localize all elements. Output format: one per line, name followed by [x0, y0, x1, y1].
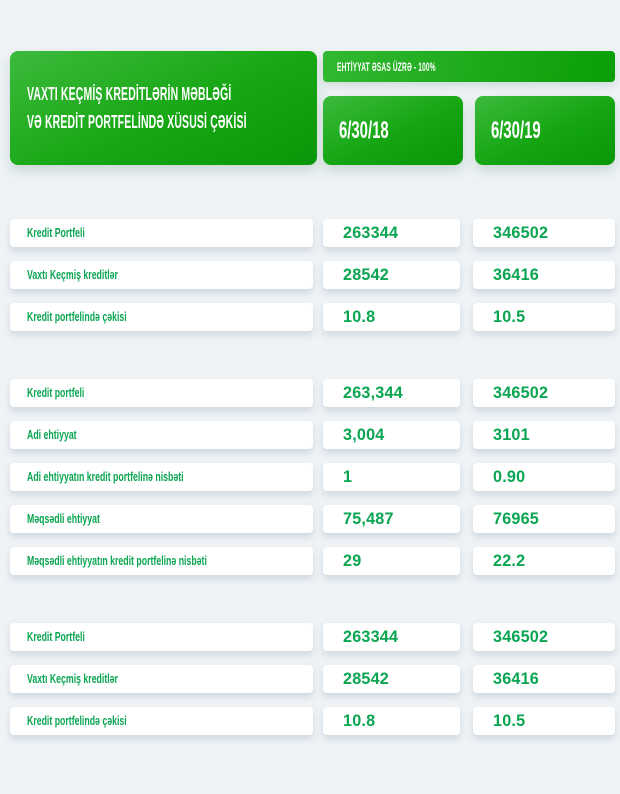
table-row: Məqsədli ehtiyyat 75,487 76965 [10, 505, 615, 533]
table-row: Kredit Portfeli 263344 346502 [10, 623, 615, 651]
metric-value-2019-card: 10.5 [473, 303, 615, 331]
metric-value-2018-card: 29 [323, 547, 460, 575]
metric-value-2018: 10.8 [343, 307, 376, 326]
metrics-group-2: Kredit portfeli 263,344 346502 Adi ehtiy… [10, 379, 615, 575]
column-header-2019-label: 6/30/19 [491, 116, 541, 144]
metric-value-2019-card: 346502 [473, 219, 615, 247]
metric-label-card: Vaxtı Keçmiş kreditlər [10, 261, 313, 289]
table-row: Vaxtı Keçmiş kreditlər 28542 36416 [10, 665, 615, 693]
metric-label: Kredit Portfeli [27, 226, 85, 240]
metric-value-2018-card: 263344 [323, 623, 460, 651]
metric-value-2019-card: 36416 [473, 261, 615, 289]
metric-value-2018-card: 10.8 [323, 707, 460, 735]
metric-label: Vaxtı Keçmiş kreditlər [27, 672, 118, 686]
column-header-2018: 6/30/18 [323, 96, 463, 165]
metric-value-2018: 28542 [343, 669, 389, 688]
metric-value-2018: 28542 [343, 265, 389, 284]
table-row: Kredit portfelində çəkisi 10.8 10.5 [10, 707, 615, 735]
table-row: Kredit Portfeli 263344 346502 [10, 219, 615, 247]
metric-value-2019-card: 22.2 [473, 547, 615, 575]
metric-label: Məqsədli ehtiyyatın kredit portfelinə ni… [27, 554, 207, 568]
page-title-line-2: VƏ KREDİT PORTFELİNDƏ XÜSUSİ ÇƏKİSİ [27, 112, 247, 132]
metric-label-card: Kredit portfelində çəkisi [10, 303, 313, 331]
metrics-group-3: Kredit Portfeli 263344 346502 Vaxtı Keçm… [10, 623, 615, 735]
metric-label: Adi ehtiyyatın kredit portfelinə nisbəti [27, 470, 184, 484]
metric-label: Kredit portfelində çəkisi [27, 310, 127, 324]
metric-value-2019: 10.5 [493, 307, 526, 326]
table-row: Vaxtı Keçmiş kreditlər 28542 36416 [10, 261, 615, 289]
report-header: VAXTI KEÇMİŞ KREDİTLƏRİN MƏBLƏĞİ VƏ KRED… [10, 51, 615, 165]
metric-value-2019-card: 76965 [473, 505, 615, 533]
metric-value-2018-card: 28542 [323, 665, 460, 693]
metric-label: Məqsədli ehtiyyat [27, 512, 100, 526]
metric-label: Kredit portfelində çəkisi [27, 714, 127, 728]
metric-label-card: Kredit Portfeli [10, 623, 313, 651]
metric-value-2019: 10.5 [493, 711, 526, 730]
metric-label: Adi ehtiyyat [27, 428, 77, 442]
metric-label: Vaxtı Keçmiş kreditlər [27, 268, 118, 282]
column-header-2018-label: 6/30/18 [339, 116, 389, 144]
metric-value-2019: 76965 [493, 509, 539, 528]
metric-value-2018-card: 1 [323, 463, 460, 491]
column-header-2019: 6/30/19 [475, 96, 615, 165]
metric-value-2018: 29 [343, 551, 362, 570]
metric-value-2018: 75,487 [343, 509, 394, 528]
page-title-line-1: VAXTI KEÇMİŞ KREDİTLƏRİN MƏBLƏĞİ [27, 84, 232, 104]
reserve-basis-badge-label: EHTİYYAT ƏSAS ÜZRƏ - 100% [337, 59, 436, 74]
header-right-column: EHTİYYAT ƏSAS ÜZRƏ - 100% 6/30/18 6/30/1… [323, 51, 615, 165]
metric-label-card: Kredit portfeli [10, 379, 313, 407]
metric-value-2018: 263344 [343, 223, 399, 242]
metric-value-2019: 346502 [493, 223, 549, 242]
metric-value-2018: 263344 [343, 627, 399, 646]
metric-label-card: Kredit Portfeli [10, 219, 313, 247]
metric-value-2018-card: 263,344 [323, 379, 460, 407]
table-row: Kredit portfelində çəkisi 10.8 10.5 [10, 303, 615, 331]
table-row: Kredit portfeli 263,344 346502 [10, 379, 615, 407]
metric-value-2019-card: 36416 [473, 665, 615, 693]
metric-value-2018-card: 263344 [323, 219, 460, 247]
metric-label-card: Vaxtı Keçmiş kreditlər [10, 665, 313, 693]
date-column-headers: 6/30/18 6/30/19 [323, 96, 615, 165]
metric-value-2019: 3101 [493, 425, 530, 444]
metric-value-2018-card: 75,487 [323, 505, 460, 533]
metric-label: Kredit portfeli [27, 386, 85, 400]
table-row: Məqsədli ehtiyyatın kredit portfelinə ni… [10, 547, 615, 575]
metric-value-2018-card: 10.8 [323, 303, 460, 331]
metric-label-card: Məqsədli ehtiyyat [10, 505, 313, 533]
metric-value-2019: 346502 [493, 627, 549, 646]
metric-value-2018-card: 3,004 [323, 421, 460, 449]
metric-value-2019: 0.90 [493, 467, 526, 486]
metric-value-2019-card: 346502 [473, 623, 615, 651]
table-row: Adi ehtiyyat 3,004 3101 [10, 421, 615, 449]
metric-value-2018-card: 28542 [323, 261, 460, 289]
metric-value-2019: 36416 [493, 669, 539, 688]
metric-label-card: Kredit portfelində çəkisi [10, 707, 313, 735]
metric-label: Kredit Portfeli [27, 630, 85, 644]
table-row: Adi ehtiyyatın kredit portfelinə nisbəti… [10, 463, 615, 491]
title-card: VAXTI KEÇMİŞ KREDİTLƏRİN MƏBLƏĞİ VƏ KRED… [10, 51, 317, 165]
metric-value-2019: 346502 [493, 383, 549, 402]
metric-value-2019: 36416 [493, 265, 539, 284]
metrics-group-1: Kredit Portfeli 263344 346502 Vaxtı Keçm… [10, 219, 615, 331]
metric-value-2018: 3,004 [343, 425, 385, 444]
metric-label-card: Adi ehtiyyatın kredit portfelinə nisbəti [10, 463, 313, 491]
metric-value-2019: 22.2 [493, 551, 526, 570]
metric-value-2019-card: 0.90 [473, 463, 615, 491]
metric-value-2019-card: 3101 [473, 421, 615, 449]
metric-value-2018: 1 [343, 467, 353, 486]
metric-label-card: Adi ehtiyyat [10, 421, 313, 449]
reserve-basis-badge: EHTİYYAT ƏSAS ÜZRƏ - 100% [323, 51, 615, 82]
metric-value-2019-card: 346502 [473, 379, 615, 407]
metric-label-card: Məqsədli ehtiyyatın kredit portfelinə ni… [10, 547, 313, 575]
metric-value-2018: 10.8 [343, 711, 376, 730]
metric-value-2018: 263,344 [343, 383, 403, 402]
metric-value-2019-card: 10.5 [473, 707, 615, 735]
